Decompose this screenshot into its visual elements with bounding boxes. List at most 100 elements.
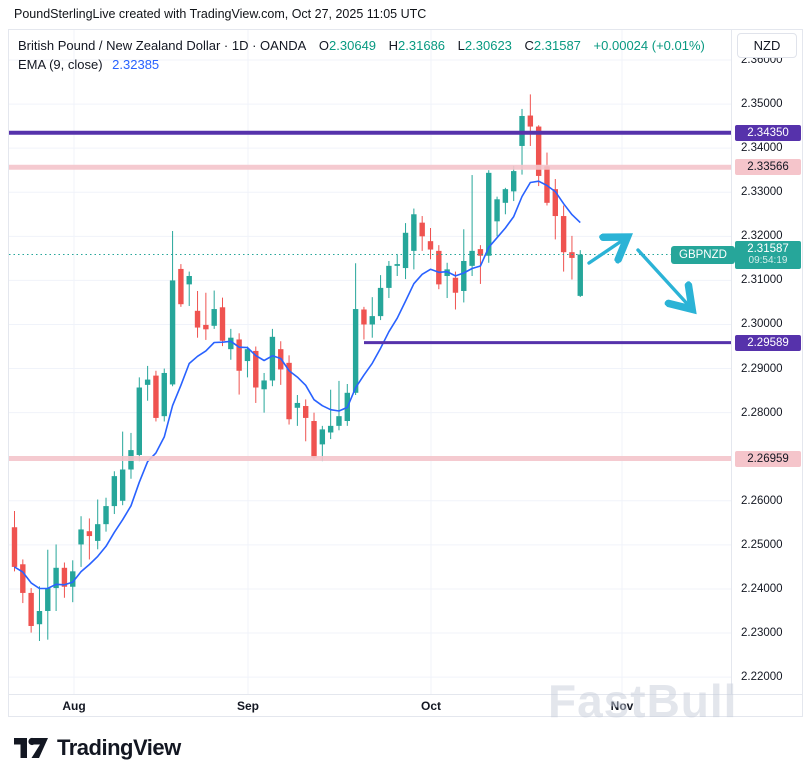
candle-body (186, 275, 192, 285)
high-value: 2.31686 (398, 38, 446, 53)
candle-body (169, 280, 176, 385)
candle-body (86, 531, 93, 537)
candle-body (11, 527, 18, 567)
candle-body (352, 309, 359, 393)
candles-series (11, 94, 583, 641)
chart-frame: British Pound / New Zealand Dollar · 1D … (8, 29, 803, 717)
price-tick-2.30000: 2.30000 (741, 318, 783, 331)
price-axis[interactable]: 2.36000 2.35000 2.34000 2.33000 2.32000 2.310… (731, 30, 804, 694)
candle-body (244, 349, 251, 362)
change-value: +0.00024 (+0.01%) (593, 38, 705, 53)
candle-body (327, 425, 334, 433)
chart-legend[interactable]: British Pound / New Zealand Dollar · 1D … (18, 36, 705, 74)
month-label-Aug: Aug (62, 699, 86, 713)
candle-body (103, 506, 109, 525)
tradingview-logo-icon (14, 737, 48, 758)
candle-body (527, 115, 534, 127)
candle-body (61, 567, 68, 587)
current-price-value: 2.31587 (747, 242, 789, 255)
price-chart[interactable] (9, 30, 731, 694)
bar-countdown: 09:54:19 (748, 254, 788, 266)
candle-body (502, 189, 509, 203)
candle-body (95, 524, 101, 541)
candle-body (494, 199, 500, 222)
level-badge-2.33566[interactable]: 2.33566 (735, 159, 801, 176)
candle-body (469, 250, 475, 266)
candle-body (452, 277, 459, 293)
level-badge-2.29589[interactable]: 2.29589 (735, 334, 801, 351)
price-tick-2.22000: 2.22000 (741, 671, 783, 684)
candle-body (253, 350, 259, 388)
price-tick-2.26000: 2.26000 (741, 494, 783, 507)
candle-body (511, 171, 517, 192)
candle-body (386, 265, 392, 288)
candle-body (153, 375, 159, 418)
attribution-bar: PoundSterlingLive created with TradingVi… (14, 7, 427, 21)
axis-separator-horizontal (9, 694, 802, 695)
trend-arrow-down[interactable] (636, 248, 691, 308)
indicator-legend-row[interactable]: EMA (9, close) 2.32385 (18, 55, 705, 74)
quote-currency-button[interactable]: NZD (737, 33, 797, 58)
candle-body (261, 380, 267, 390)
candle-body (36, 611, 43, 625)
price-tick-2.34000: 2.34000 (741, 142, 783, 155)
candle-body (319, 429, 326, 445)
candle-body (136, 387, 142, 455)
current-price-badge[interactable]: 2.31587 09:54:19 (735, 240, 801, 269)
candle-body (228, 337, 234, 350)
candle-body (53, 567, 59, 589)
candle-body (394, 264, 400, 266)
candle-body (211, 309, 217, 326)
candle-body (369, 316, 375, 325)
open-value: 2.30649 (329, 38, 377, 53)
candle-body (28, 592, 34, 626)
symbol-title[interactable]: British Pound / New Zealand Dollar · 1D … (18, 38, 307, 53)
candle-body (535, 126, 542, 176)
candle-body (303, 406, 309, 418)
tradingview-logo-text: TradingView (57, 735, 181, 760)
price-tick-2.31000: 2.31000 (741, 274, 783, 287)
candle-body (119, 469, 126, 501)
candle-body (427, 241, 434, 250)
candle-body (70, 571, 76, 587)
close-label: C (524, 38, 534, 53)
candle-body (219, 307, 226, 341)
candle-body (286, 362, 292, 420)
candle-body (544, 166, 550, 203)
price-tick-2.29000: 2.29000 (741, 362, 783, 375)
trend-arrow-up[interactable] (587, 238, 626, 265)
symbol-price-tag[interactable]: GBPNZD (671, 245, 735, 264)
candle-body (461, 261, 467, 291)
tradingview-logo[interactable]: TradingView (14, 734, 181, 762)
axis-separator-vertical (731, 30, 732, 694)
time-axis[interactable]: Aug Sep Oct Nov (9, 695, 731, 718)
candle-body (20, 564, 26, 593)
candle-body (236, 339, 242, 371)
low-value: 2.30623 (464, 38, 512, 53)
price-tick-2.33000: 2.33000 (741, 186, 783, 199)
open-label: O (318, 38, 330, 53)
ema-line (14, 180, 581, 590)
candle-body (577, 254, 583, 296)
candle-body (377, 287, 384, 317)
price-tick-2.23000: 2.23000 (741, 627, 783, 640)
candle-body (194, 310, 201, 328)
low-label: L (457, 38, 465, 53)
level-badge-2.34350[interactable]: 2.34350 (735, 124, 801, 141)
candle-body (45, 588, 51, 611)
candle-body (294, 402, 301, 408)
month-label-Sep: Sep (236, 699, 260, 713)
price-tick-2.32000: 2.32000 (741, 230, 783, 243)
close-value: 2.31587 (533, 38, 581, 53)
level-badge-2.26959[interactable]: 2.26959 (735, 450, 801, 467)
candle-body (144, 379, 151, 385)
candle-body (269, 336, 276, 381)
ema-value: 2.32385 (112, 57, 160, 72)
price-tick-2.25000: 2.25000 (741, 538, 783, 551)
price-tick-2.24000: 2.24000 (741, 582, 783, 595)
candle-body (411, 214, 417, 251)
candle-body (402, 232, 409, 269)
candle-body (203, 324, 209, 330)
price-tick-2.28000: 2.28000 (741, 406, 783, 419)
